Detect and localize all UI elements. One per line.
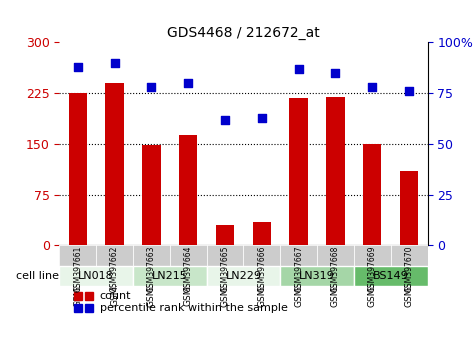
Bar bbox=[179, 135, 198, 245]
Point bbox=[369, 84, 376, 90]
Point bbox=[111, 60, 118, 65]
Point bbox=[74, 64, 82, 70]
FancyBboxPatch shape bbox=[317, 245, 354, 266]
Text: GSM397670: GSM397670 bbox=[405, 252, 414, 307]
Text: GSM397663: GSM397663 bbox=[147, 252, 156, 307]
Text: GSM397667: GSM397667 bbox=[294, 252, 303, 307]
Text: GSM397663: GSM397663 bbox=[147, 246, 156, 292]
Bar bbox=[400, 171, 418, 245]
Text: GSM397664: GSM397664 bbox=[184, 246, 193, 292]
Point bbox=[184, 80, 192, 86]
Bar bbox=[253, 222, 271, 245]
Text: GSM397661: GSM397661 bbox=[73, 246, 82, 292]
Text: LN229: LN229 bbox=[226, 271, 261, 281]
FancyBboxPatch shape bbox=[59, 245, 96, 286]
Text: GSM397666: GSM397666 bbox=[257, 252, 266, 307]
Text: GSM397669: GSM397669 bbox=[368, 246, 377, 292]
FancyBboxPatch shape bbox=[170, 245, 207, 266]
FancyBboxPatch shape bbox=[280, 266, 354, 286]
Point bbox=[148, 84, 155, 90]
FancyBboxPatch shape bbox=[390, 245, 428, 286]
Text: count: count bbox=[100, 291, 132, 301]
FancyBboxPatch shape bbox=[280, 245, 317, 266]
Text: GSM397668: GSM397668 bbox=[331, 252, 340, 307]
Text: LN215: LN215 bbox=[152, 271, 188, 281]
Text: percentile rank within the sample: percentile rank within the sample bbox=[100, 303, 288, 313]
Title: GDS4468 / 212672_at: GDS4468 / 212672_at bbox=[167, 26, 320, 40]
FancyBboxPatch shape bbox=[354, 245, 390, 286]
Text: LN018: LN018 bbox=[78, 271, 114, 281]
Text: BS149: BS149 bbox=[373, 271, 408, 281]
Point bbox=[405, 88, 413, 94]
FancyBboxPatch shape bbox=[354, 266, 428, 286]
FancyBboxPatch shape bbox=[96, 245, 133, 266]
FancyBboxPatch shape bbox=[390, 245, 428, 266]
FancyBboxPatch shape bbox=[207, 245, 243, 266]
Text: LN319: LN319 bbox=[299, 271, 335, 281]
Bar bbox=[105, 83, 124, 245]
Text: GSM397668: GSM397668 bbox=[331, 246, 340, 292]
Text: GSM397662: GSM397662 bbox=[110, 252, 119, 307]
Text: GSM397665: GSM397665 bbox=[220, 246, 229, 292]
Bar bbox=[216, 225, 234, 245]
FancyBboxPatch shape bbox=[207, 245, 243, 286]
Bar bbox=[68, 93, 87, 245]
Point bbox=[332, 70, 339, 76]
Text: GSM397661: GSM397661 bbox=[73, 252, 82, 307]
FancyBboxPatch shape bbox=[133, 245, 170, 286]
FancyBboxPatch shape bbox=[243, 245, 280, 266]
Point bbox=[221, 117, 229, 122]
Bar bbox=[326, 97, 345, 245]
FancyBboxPatch shape bbox=[59, 245, 96, 266]
FancyBboxPatch shape bbox=[354, 245, 390, 266]
Text: GSM397665: GSM397665 bbox=[220, 252, 229, 307]
Point bbox=[295, 66, 303, 72]
Text: GSM397664: GSM397664 bbox=[184, 252, 193, 307]
Text: GSM397669: GSM397669 bbox=[368, 252, 377, 307]
Text: GSM397662: GSM397662 bbox=[110, 246, 119, 292]
Text: GSM397666: GSM397666 bbox=[257, 246, 266, 292]
Bar bbox=[142, 145, 161, 245]
FancyBboxPatch shape bbox=[59, 266, 133, 286]
FancyBboxPatch shape bbox=[280, 245, 317, 286]
FancyBboxPatch shape bbox=[207, 266, 280, 286]
Bar bbox=[363, 144, 381, 245]
FancyBboxPatch shape bbox=[317, 245, 354, 286]
FancyBboxPatch shape bbox=[96, 245, 133, 286]
FancyBboxPatch shape bbox=[243, 245, 280, 286]
FancyBboxPatch shape bbox=[133, 245, 170, 266]
Point bbox=[258, 115, 266, 120]
FancyBboxPatch shape bbox=[170, 245, 207, 286]
Text: GSM397667: GSM397667 bbox=[294, 246, 303, 292]
Bar bbox=[289, 98, 308, 245]
Text: GSM397670: GSM397670 bbox=[405, 246, 414, 292]
FancyBboxPatch shape bbox=[133, 266, 207, 286]
Text: cell line: cell line bbox=[16, 271, 59, 281]
